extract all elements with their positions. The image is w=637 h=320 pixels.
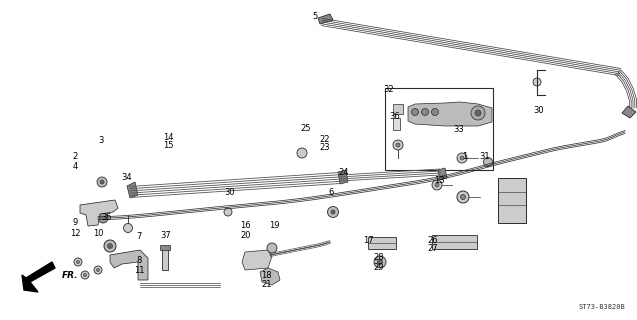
Text: 15: 15 [164,141,174,150]
Text: 25: 25 [301,124,311,132]
Text: 28: 28 [374,253,384,262]
Circle shape [94,266,102,274]
Text: 16: 16 [240,221,250,230]
Text: 2: 2 [73,152,78,161]
Circle shape [432,180,442,190]
Circle shape [457,153,467,163]
Circle shape [96,268,99,271]
Circle shape [297,148,307,158]
Text: 32: 32 [383,85,394,94]
Text: 13: 13 [434,176,445,185]
Text: 29: 29 [374,263,384,272]
Circle shape [422,108,429,116]
Text: FR.: FR. [62,270,78,279]
Text: 5: 5 [313,12,318,20]
Circle shape [475,110,481,116]
Text: 6: 6 [329,188,334,196]
Text: 31: 31 [479,152,489,161]
Text: 4: 4 [73,162,78,171]
Bar [393,118,400,130]
Circle shape [396,143,400,147]
Circle shape [97,177,107,187]
Circle shape [533,78,541,86]
Text: 20: 20 [240,231,250,240]
Polygon shape [22,262,55,292]
Circle shape [327,206,338,218]
Circle shape [124,223,132,233]
Text: 10: 10 [94,229,104,238]
Text: 18: 18 [261,271,271,280]
Circle shape [108,244,113,249]
Circle shape [224,208,232,216]
Polygon shape [260,268,280,285]
Text: 14: 14 [164,133,174,142]
Circle shape [435,183,439,187]
Polygon shape [127,182,138,198]
Circle shape [74,258,82,266]
Text: 17: 17 [363,236,373,244]
Text: 30: 30 [533,106,543,115]
Circle shape [461,195,466,199]
Circle shape [374,256,386,268]
Polygon shape [110,250,148,280]
Circle shape [98,213,108,223]
Text: 23: 23 [320,143,330,152]
Text: 21: 21 [261,280,271,289]
Text: 30: 30 [224,188,234,196]
Circle shape [412,108,419,116]
Text: 9: 9 [73,218,78,227]
Circle shape [267,243,277,253]
Circle shape [81,271,89,279]
Text: 24: 24 [339,168,349,177]
Text: 7: 7 [136,232,141,241]
Bar [498,178,526,223]
Bar [385,88,493,170]
Text: 19: 19 [269,221,279,230]
Text: 34: 34 [121,173,131,182]
Circle shape [100,180,104,184]
Circle shape [83,274,87,276]
Text: 11: 11 [134,266,144,275]
Circle shape [378,260,382,265]
Circle shape [431,108,438,116]
Text: 22: 22 [320,135,330,144]
Bar [162,248,168,270]
Circle shape [331,210,335,214]
Text: 35: 35 [102,213,112,222]
Polygon shape [408,102,492,126]
Circle shape [76,260,80,263]
Bar [160,245,170,250]
Circle shape [460,156,464,160]
Polygon shape [622,106,636,118]
Circle shape [483,157,492,166]
Polygon shape [438,168,447,180]
Circle shape [393,140,403,150]
Circle shape [471,106,485,120]
Circle shape [457,191,469,203]
Text: 8: 8 [136,256,141,265]
Text: 26: 26 [428,236,438,244]
Bar [368,237,396,249]
Polygon shape [80,200,118,226]
Bar [432,235,477,249]
Polygon shape [338,170,348,184]
Text: 3: 3 [98,136,103,145]
Text: 37: 37 [161,231,171,240]
Text: ST73-B3820B: ST73-B3820B [578,304,625,310]
Text: 36: 36 [390,112,400,121]
Bar [393,104,403,114]
Polygon shape [242,250,272,270]
Text: 27: 27 [428,244,438,252]
Polygon shape [318,14,333,24]
Text: 33: 33 [454,125,464,134]
Text: 1: 1 [462,152,468,161]
Text: 12: 12 [70,229,80,238]
Circle shape [104,240,116,252]
